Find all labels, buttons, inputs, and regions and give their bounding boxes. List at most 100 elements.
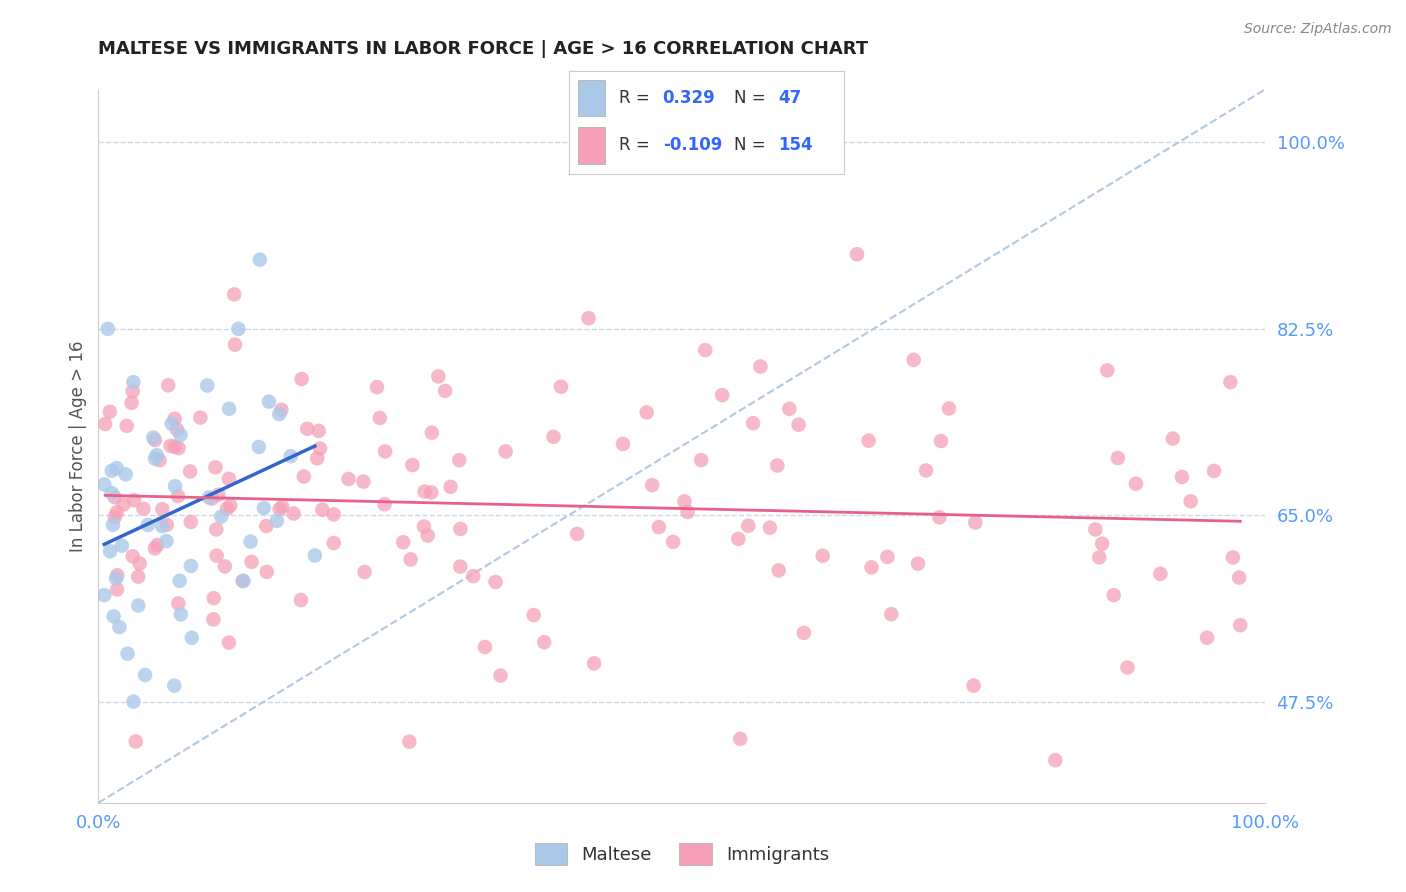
Point	[759, 521, 782, 535]
Point	[121, 384, 143, 399]
Point	[474, 640, 496, 654]
Point	[565, 526, 588, 541]
Point	[224, 287, 246, 301]
Text: R =: R =	[619, 136, 655, 154]
Point	[915, 463, 938, 477]
Point	[190, 410, 212, 425]
Point	[811, 549, 834, 563]
Point	[583, 657, 606, 671]
Point	[127, 599, 149, 613]
Text: -0.109: -0.109	[662, 136, 723, 154]
Point	[730, 731, 752, 746]
Point	[929, 434, 952, 448]
Point	[1227, 570, 1250, 584]
Point	[100, 464, 122, 478]
Point	[146, 538, 169, 552]
Point	[366, 380, 388, 394]
Point	[98, 405, 121, 419]
Point	[742, 416, 765, 430]
Point	[690, 453, 713, 467]
Point	[166, 423, 188, 437]
Point	[484, 574, 506, 589]
Point	[159, 439, 181, 453]
Point	[416, 528, 439, 542]
Point	[228, 322, 250, 336]
Point	[122, 695, 145, 709]
Point	[179, 464, 201, 478]
Point	[218, 635, 240, 649]
Point	[290, 593, 312, 607]
Point	[117, 647, 139, 661]
Bar	[578, 127, 605, 163]
Point	[269, 407, 291, 421]
Point	[368, 411, 391, 425]
Point	[253, 500, 276, 515]
Point	[439, 480, 461, 494]
Point	[1102, 588, 1125, 602]
Point	[938, 401, 960, 416]
Text: R =: R =	[619, 89, 655, 107]
Point	[749, 359, 772, 374]
Point	[103, 609, 125, 624]
Point	[201, 491, 224, 506]
Point	[156, 517, 179, 532]
Point	[209, 509, 232, 524]
Point	[170, 607, 193, 622]
Point	[352, 475, 374, 489]
Text: Source: ZipAtlas.com: Source: ZipAtlas.com	[1244, 22, 1392, 37]
Point	[105, 505, 128, 519]
Point	[1222, 550, 1244, 565]
Point	[232, 574, 254, 588]
Point	[636, 405, 658, 419]
Point	[1161, 432, 1184, 446]
Point	[543, 430, 565, 444]
Point	[167, 597, 190, 611]
Point	[1180, 494, 1202, 508]
Point	[727, 532, 749, 546]
Point	[392, 535, 415, 549]
Point	[155, 534, 177, 549]
Point	[142, 430, 165, 444]
Point	[420, 425, 443, 440]
Point	[143, 433, 166, 447]
Point	[105, 582, 128, 597]
Point	[1107, 450, 1129, 465]
Point	[180, 515, 202, 529]
Point	[1045, 753, 1067, 767]
Point	[127, 569, 149, 583]
Legend: Maltese, Immigrants: Maltese, Immigrants	[527, 836, 837, 872]
Point	[903, 352, 925, 367]
Point	[858, 434, 880, 448]
Point	[145, 448, 167, 462]
Point	[249, 252, 271, 267]
Point	[218, 472, 240, 486]
Point	[121, 396, 143, 410]
Point	[143, 541, 166, 556]
Point	[353, 565, 375, 579]
Point	[304, 549, 326, 563]
Point	[449, 522, 471, 536]
Point	[254, 519, 277, 533]
Point	[143, 451, 166, 466]
Text: 47: 47	[778, 89, 801, 107]
Point	[1219, 375, 1241, 389]
Point	[374, 497, 396, 511]
Point	[112, 497, 135, 511]
Point	[846, 247, 869, 261]
Point	[205, 549, 228, 563]
Point	[157, 378, 180, 392]
Point	[1149, 566, 1171, 581]
Point	[148, 453, 170, 467]
Point	[207, 488, 229, 502]
Point	[662, 534, 685, 549]
Point	[204, 460, 226, 475]
Point	[94, 417, 117, 431]
Point	[1171, 470, 1194, 484]
Point	[401, 458, 423, 472]
Point	[1097, 363, 1119, 377]
Point	[612, 437, 634, 451]
Point	[132, 501, 155, 516]
Point	[256, 565, 278, 579]
Point	[641, 478, 664, 492]
Point	[219, 499, 242, 513]
